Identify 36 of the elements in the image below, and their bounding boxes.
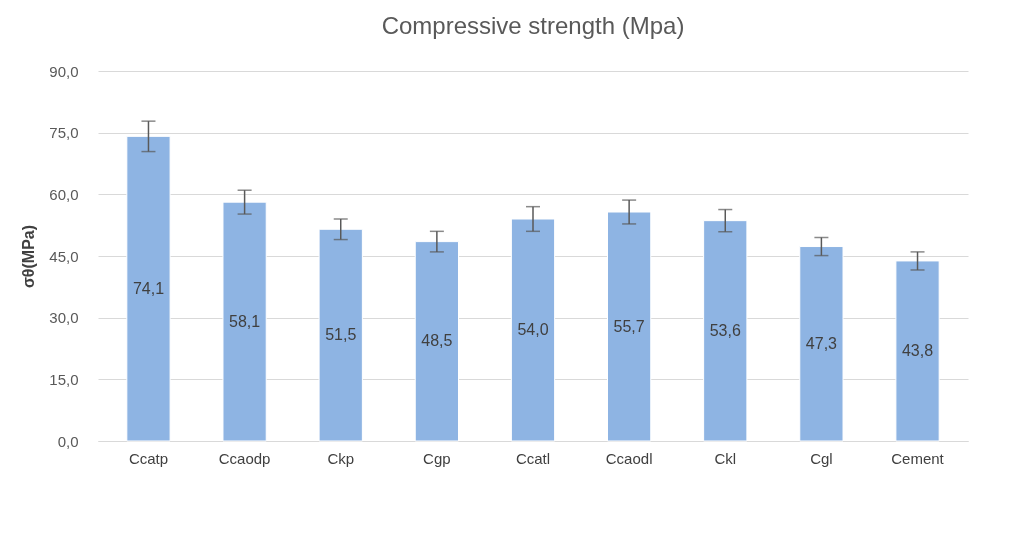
x-tick-label: Cgp <box>423 449 451 467</box>
bar <box>703 220 748 442</box>
bar <box>222 201 267 442</box>
x-tick-label: Ccatl <box>515 449 551 467</box>
bar <box>126 135 171 442</box>
y-tick-label: 90,0 <box>49 62 79 80</box>
y-axis-title: σθ(MPa) <box>20 224 38 289</box>
data-label: 74,1 <box>132 279 165 297</box>
bar <box>510 218 556 442</box>
y-tick-label: 45,0 <box>49 247 79 265</box>
x-tick-label: Ckp <box>327 449 355 467</box>
bar <box>318 228 363 442</box>
y-tick-label: 30,0 <box>49 309 79 327</box>
y-tick-label: 75,0 <box>49 124 79 142</box>
data-label: 47,3 <box>805 334 838 352</box>
data-label: 48,5 <box>421 332 453 350</box>
y-tick-label: 60,0 <box>49 185 79 203</box>
data-label: 51,5 <box>325 326 357 344</box>
data-label: 55,7 <box>613 317 645 335</box>
bar <box>895 260 940 442</box>
data-label: 58,1 <box>229 312 261 330</box>
x-tick-label: Ccaodp <box>218 449 271 467</box>
x-tick-label: Ccatp <box>128 449 169 467</box>
y-tick-label: 15,0 <box>49 370 79 388</box>
bar <box>799 246 844 442</box>
bar <box>414 241 459 442</box>
bar <box>607 211 652 442</box>
x-tick-label: Cement <box>891 449 945 467</box>
data-label: 54,0 <box>517 321 549 338</box>
data-label: 43,8 <box>901 341 934 359</box>
y-tick-label: 0,0 <box>57 432 79 450</box>
x-tick-label: Ccaodl <box>605 449 653 467</box>
chart-title: Compressive strength (Mpa) <box>381 12 685 39</box>
x-tick-label: Cgl <box>810 449 833 467</box>
x-tick-label: Ckl <box>714 449 737 467</box>
data-label: 53,6 <box>709 321 741 339</box>
